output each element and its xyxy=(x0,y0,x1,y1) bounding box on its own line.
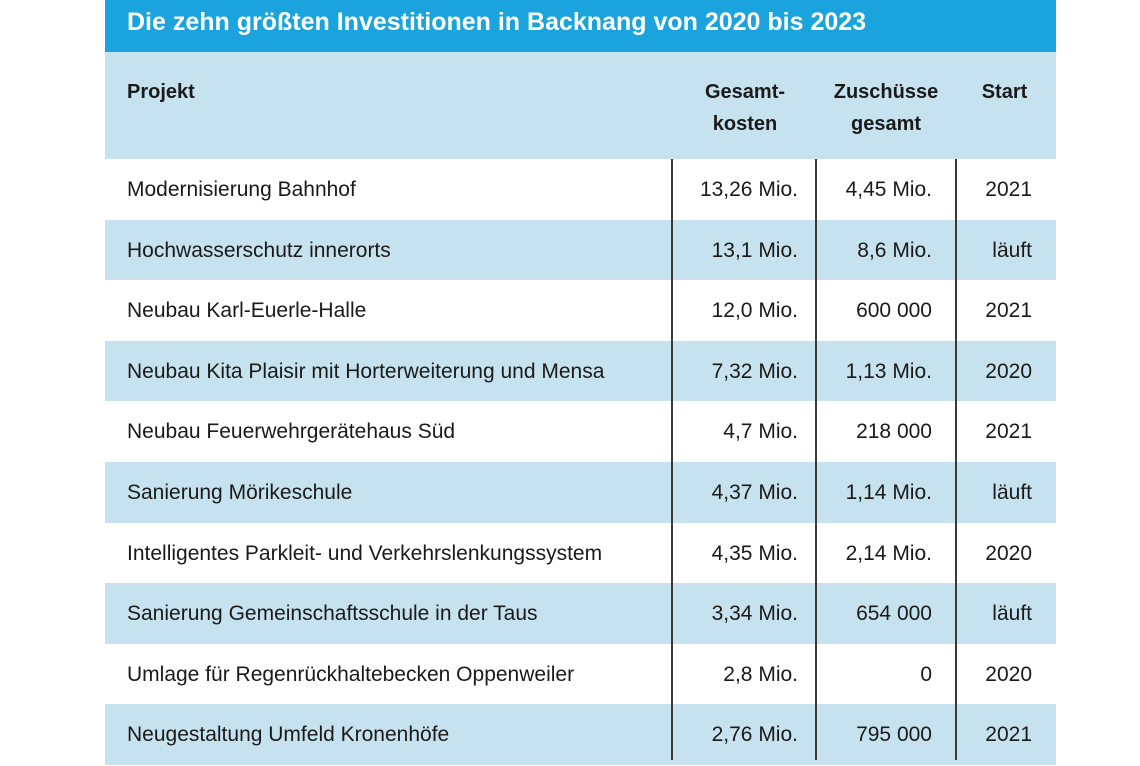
table-title: Die zehn größten Investitionen in Backna… xyxy=(105,0,1056,52)
table-row: Intelligentes Parkleit- und Verkehrslenk… xyxy=(105,523,1056,584)
cell-grants: 1,14 Mio. xyxy=(845,480,932,504)
cell-grants: 600 000 xyxy=(856,299,932,323)
cell-project: Neugestaltung Umfeld Kronenhöfe xyxy=(127,723,450,747)
cell-grants: 654 000 xyxy=(856,602,932,626)
header-grants: Zuschüsse gesamt xyxy=(821,76,951,140)
cell-project: Neubau Feuerwehrgerätehaus Süd xyxy=(127,420,456,444)
cell-start: läuft xyxy=(992,480,1032,504)
table-row: Modernisierung Bahnhof 13,26 Mio. 4,45 M… xyxy=(105,159,1056,220)
cell-total-cost: 4,37 Mio. xyxy=(711,480,798,504)
cell-grants: 8,6 Mio. xyxy=(857,238,932,262)
table-row: Neubau Karl-Euerle-Halle 12,0 Mio. 600 0… xyxy=(105,280,1056,341)
cell-start: 2020 xyxy=(985,359,1032,383)
header-project: Projekt xyxy=(127,81,195,103)
cell-start: 2021 xyxy=(985,299,1032,323)
header-total-cost-line1: Gesamt- xyxy=(704,81,786,103)
cell-start: 2021 xyxy=(985,420,1032,444)
cell-project: Sanierung Gemeinschaftsschule in der Tau… xyxy=(127,602,538,626)
column-divider xyxy=(815,159,817,760)
table-row: Neubau Kita Plaisir mit Horterweiterung … xyxy=(105,340,1056,402)
cell-project: Neubau Karl-Euerle-Halle xyxy=(127,299,367,323)
table-row: Hochwasserschutz innerorts 13,1 Mio. 8,6… xyxy=(105,219,1056,281)
cell-grants: 0 xyxy=(920,662,932,686)
header-total-cost: Gesamt- kosten xyxy=(685,76,805,140)
cell-total-cost: 4,7 Mio. xyxy=(723,420,798,444)
cell-project: Hochwasserschutz innerorts xyxy=(127,238,391,262)
header-total-cost-line2: kosten xyxy=(712,113,778,135)
cell-grants: 218 000 xyxy=(856,420,932,444)
header-start: Start xyxy=(981,81,1028,103)
cell-project: Intelligentes Parkleit- und Verkehrslenk… xyxy=(127,541,603,565)
cell-start: 2021 xyxy=(985,723,1032,747)
cell-project: Neubau Kita Plaisir mit Horterweiterung … xyxy=(127,359,605,383)
cell-start: 2020 xyxy=(985,541,1032,565)
cell-total-cost: 4,35 Mio. xyxy=(711,541,798,565)
cell-grants: 795 000 xyxy=(856,723,932,747)
table-body: Modernisierung Bahnhof 13,26 Mio. 4,45 M… xyxy=(105,159,1056,765)
cell-total-cost: 2,76 Mio. xyxy=(711,723,798,747)
table-header-row: Projekt Gesamt- kosten Zuschüsse gesamt … xyxy=(105,52,1056,159)
cell-total-cost: 13,1 Mio. xyxy=(711,238,798,262)
column-divider xyxy=(955,159,957,760)
cell-start: läuft xyxy=(992,238,1032,262)
cell-total-cost: 12,0 Mio. xyxy=(711,299,798,323)
cell-grants: 4,45 Mio. xyxy=(845,178,932,201)
table-row: Neubau Feuerwehrgerätehaus Süd 4,7 Mio. … xyxy=(105,401,1056,462)
cell-total-cost: 13,26 Mio. xyxy=(699,178,798,201)
table-row: Sanierung Gemeinschaftsschule in der Tau… xyxy=(105,583,1056,644)
cell-total-cost: 7,32 Mio. xyxy=(711,359,798,383)
investment-table: Die zehn größten Investitionen in Backna… xyxy=(105,0,1056,765)
header-grants-line2: gesamt xyxy=(850,113,922,135)
cell-total-cost: 3,34 Mio. xyxy=(711,602,798,626)
cell-project: Modernisierung Bahnhof xyxy=(127,178,356,201)
cell-start: 2020 xyxy=(985,662,1032,686)
cell-project: Umlage für Regenrückhaltebecken Oppenwei… xyxy=(127,662,575,686)
cell-start: 2021 xyxy=(985,178,1032,201)
table-row: Neugestaltung Umfeld Kronenhöfe 2,76 Mio… xyxy=(105,704,1056,765)
header-grants-line1: Zuschüsse xyxy=(833,81,939,103)
table-row: Sanierung Mörikeschule 4,37 Mio. 1,14 Mi… xyxy=(105,461,1056,523)
cell-start: läuft xyxy=(992,602,1032,626)
table-row: Umlage für Regenrückhaltebecken Oppenwei… xyxy=(105,644,1056,705)
cell-project: Sanierung Mörikeschule xyxy=(127,480,353,504)
cell-grants: 1,13 Mio. xyxy=(845,359,932,383)
cell-grants: 2,14 Mio. xyxy=(845,541,932,565)
column-divider xyxy=(671,159,673,760)
cell-total-cost: 2,8 Mio. xyxy=(723,662,798,686)
